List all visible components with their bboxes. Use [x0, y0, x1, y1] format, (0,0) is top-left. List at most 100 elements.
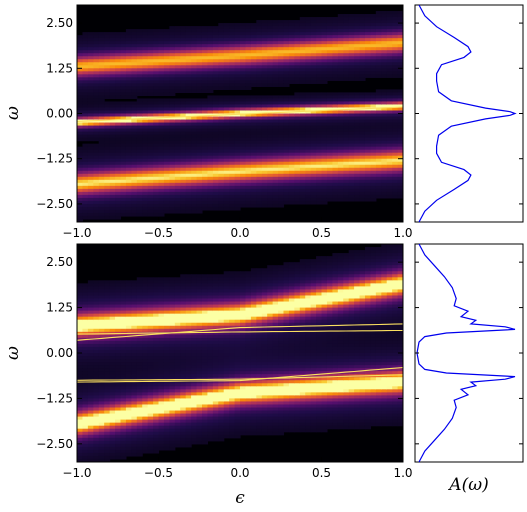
heatmap-cell [375, 17, 382, 21]
heatmap-cell [196, 353, 203, 357]
heatmap-cell [207, 149, 214, 154]
heatmap-cell [147, 356, 154, 360]
heatmap-cell [310, 53, 317, 57]
heatmap-cell [158, 122, 165, 127]
heatmap-cell [326, 47, 333, 51]
heatmap-cell [364, 155, 371, 160]
heatmap-cell [234, 86, 241, 90]
heatmap-cell [218, 188, 225, 193]
heatmap-cell [87, 362, 94, 366]
heatmap-cell [115, 337, 122, 342]
heatmap-cell [234, 119, 241, 124]
heatmap-cell [169, 395, 176, 400]
heatmap-cell [93, 434, 100, 439]
heatmap-cell [120, 188, 127, 193]
heatmap-cell [104, 173, 111, 178]
heatmap-cell [397, 176, 403, 181]
heatmap-cell [109, 164, 116, 169]
heatmap-cell [93, 437, 100, 442]
heatmap-cell [310, 44, 317, 48]
heatmap-cell [364, 143, 371, 148]
heatmap-cell [82, 215, 89, 220]
heatmap-cell [310, 179, 317, 184]
heatmap-cell [109, 131, 116, 136]
heatmap-cell [158, 328, 165, 333]
heatmap-cell [158, 107, 165, 112]
heatmap-cell [272, 23, 279, 27]
heatmap-cell [87, 286, 94, 291]
heatmap-cell [256, 35, 263, 39]
heatmap-cell [147, 316, 154, 321]
heatmap-cell [174, 359, 181, 363]
heatmap-cell [278, 176, 285, 181]
heatmap-cell [348, 77, 355, 81]
heatmap-cell [299, 173, 306, 178]
heatmap-cell [240, 68, 247, 72]
heatmap-cell [234, 206, 241, 211]
heatmap-cell [109, 371, 116, 375]
heatmap-cell [82, 328, 89, 333]
heatmap-cell [397, 107, 403, 112]
heatmap-cell [120, 62, 127, 66]
heatmap-cell [109, 188, 116, 193]
heatmap-cell [163, 29, 170, 33]
heatmap-cell [109, 343, 116, 348]
heatmap-cell [120, 173, 127, 178]
heatmap-cell [229, 206, 236, 211]
heatmap-cell [381, 65, 388, 69]
heatmap-cell [82, 322, 89, 327]
heatmap-cell [305, 182, 312, 187]
heatmap-cell [115, 215, 122, 220]
heatmap-cell [245, 182, 252, 187]
heatmap-cell [185, 191, 192, 196]
heatmap-cell [115, 328, 122, 333]
heatmap-cell [136, 356, 143, 360]
heatmap-cell [337, 101, 344, 106]
heatmap-cell [364, 104, 371, 109]
heatmap-cell [316, 137, 323, 142]
heatmap-cell [158, 89, 165, 93]
heatmap-cell [82, 286, 89, 291]
heatmap-cell [153, 89, 160, 93]
heatmap-cell [223, 149, 230, 154]
heatmap-cell [77, 422, 84, 427]
heatmap-cell [196, 167, 203, 172]
heatmap-cell [201, 392, 208, 396]
heatmap-cell [240, 140, 247, 145]
heatmap-cell [109, 280, 116, 284]
heatmap-cell [321, 188, 328, 193]
heatmap-cell [109, 83, 116, 87]
heatmap-cell [169, 68, 176, 72]
heatmap-cell [147, 353, 154, 357]
heatmap-cell [158, 56, 165, 60]
heatmap-cell [163, 307, 170, 312]
heatmap-cell [250, 71, 257, 75]
heatmap-cell [136, 425, 143, 430]
heatmap-cell [397, 110, 403, 115]
heatmap-cell [321, 197, 328, 202]
heatmap-cell [250, 164, 257, 169]
heatmap-cell [229, 23, 236, 27]
heatmap-cell [163, 170, 170, 175]
heatmap-cell [131, 188, 138, 193]
heatmap-cell [321, 77, 328, 81]
heatmap-cell [115, 89, 122, 93]
heatmap-cell [82, 301, 89, 306]
heatmap-cell [218, 122, 225, 127]
heatmap-cell [278, 26, 285, 30]
heatmap-cell [158, 395, 165, 400]
heatmap-cell [93, 104, 100, 109]
heatmap-cell [153, 377, 160, 381]
heatmap-cell [82, 188, 89, 193]
heatmap-cell [115, 185, 122, 190]
heatmap-cell [77, 431, 84, 436]
heatmap-cell [201, 101, 208, 106]
heatmap-cell [196, 80, 203, 84]
heatmap-cell [240, 137, 247, 142]
heatmap-cell [115, 301, 122, 306]
heatmap-cell [364, 116, 371, 121]
heatmap-cell [386, 98, 393, 103]
heatmap-cell [245, 65, 252, 69]
heatmap-cell [125, 356, 132, 360]
heatmap-cell [256, 125, 263, 130]
